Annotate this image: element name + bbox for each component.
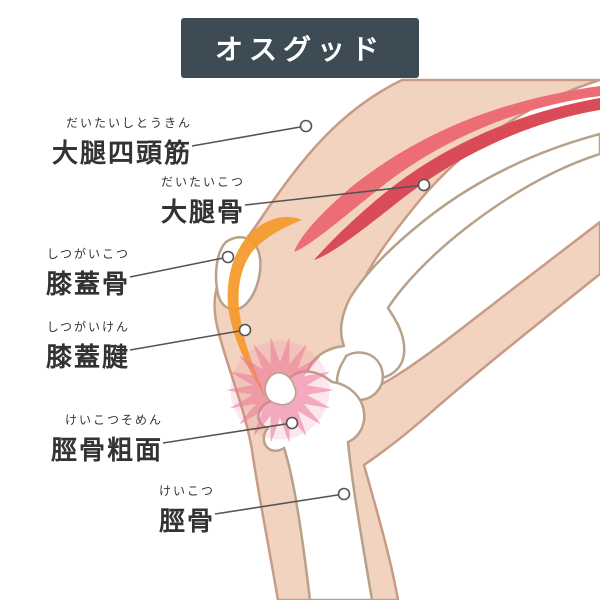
leader-marker <box>339 489 350 500</box>
label-kanji: 膝蓋骨 <box>46 264 130 301</box>
leader-line <box>130 257 228 277</box>
label-kanji: 大腿骨 <box>161 192 245 229</box>
label-ruby: けいこつ <box>159 482 215 499</box>
leader-marker <box>223 252 234 263</box>
leader-marker <box>419 180 430 191</box>
label-femur: だいたいこつ大腿骨 <box>161 173 245 229</box>
leader-marker <box>287 418 298 429</box>
label-kanji: 脛骨 <box>159 501 215 538</box>
label-ruby: けいこつそめん <box>51 411 163 428</box>
label-ruby: しつがいけん <box>46 318 130 335</box>
label-tibial-tuberosity: けいこつそめん脛骨粗面 <box>51 411 163 467</box>
label-quadriceps: だいたいしとうきん大腿四頭筋 <box>52 114 192 170</box>
leader-line <box>192 126 306 146</box>
label-patellar-tendon: しつがいけん膝蓋腱 <box>46 318 130 374</box>
label-kanji: 膝蓋腱 <box>46 337 130 374</box>
label-tibia: けいこつ脛骨 <box>159 482 215 538</box>
label-ruby: だいたいしとうきん <box>52 114 192 131</box>
title: オスグッド <box>181 18 419 78</box>
label-kanji: 大腿四頭筋 <box>52 133 192 170</box>
leader-marker <box>240 325 251 336</box>
leader-marker <box>301 121 312 132</box>
label-patella: しつがいこつ膝蓋骨 <box>46 245 130 301</box>
label-ruby: だいたいこつ <box>161 173 245 190</box>
label-kanji: 脛骨粗面 <box>51 430 163 467</box>
label-ruby: しつがいこつ <box>46 245 130 262</box>
